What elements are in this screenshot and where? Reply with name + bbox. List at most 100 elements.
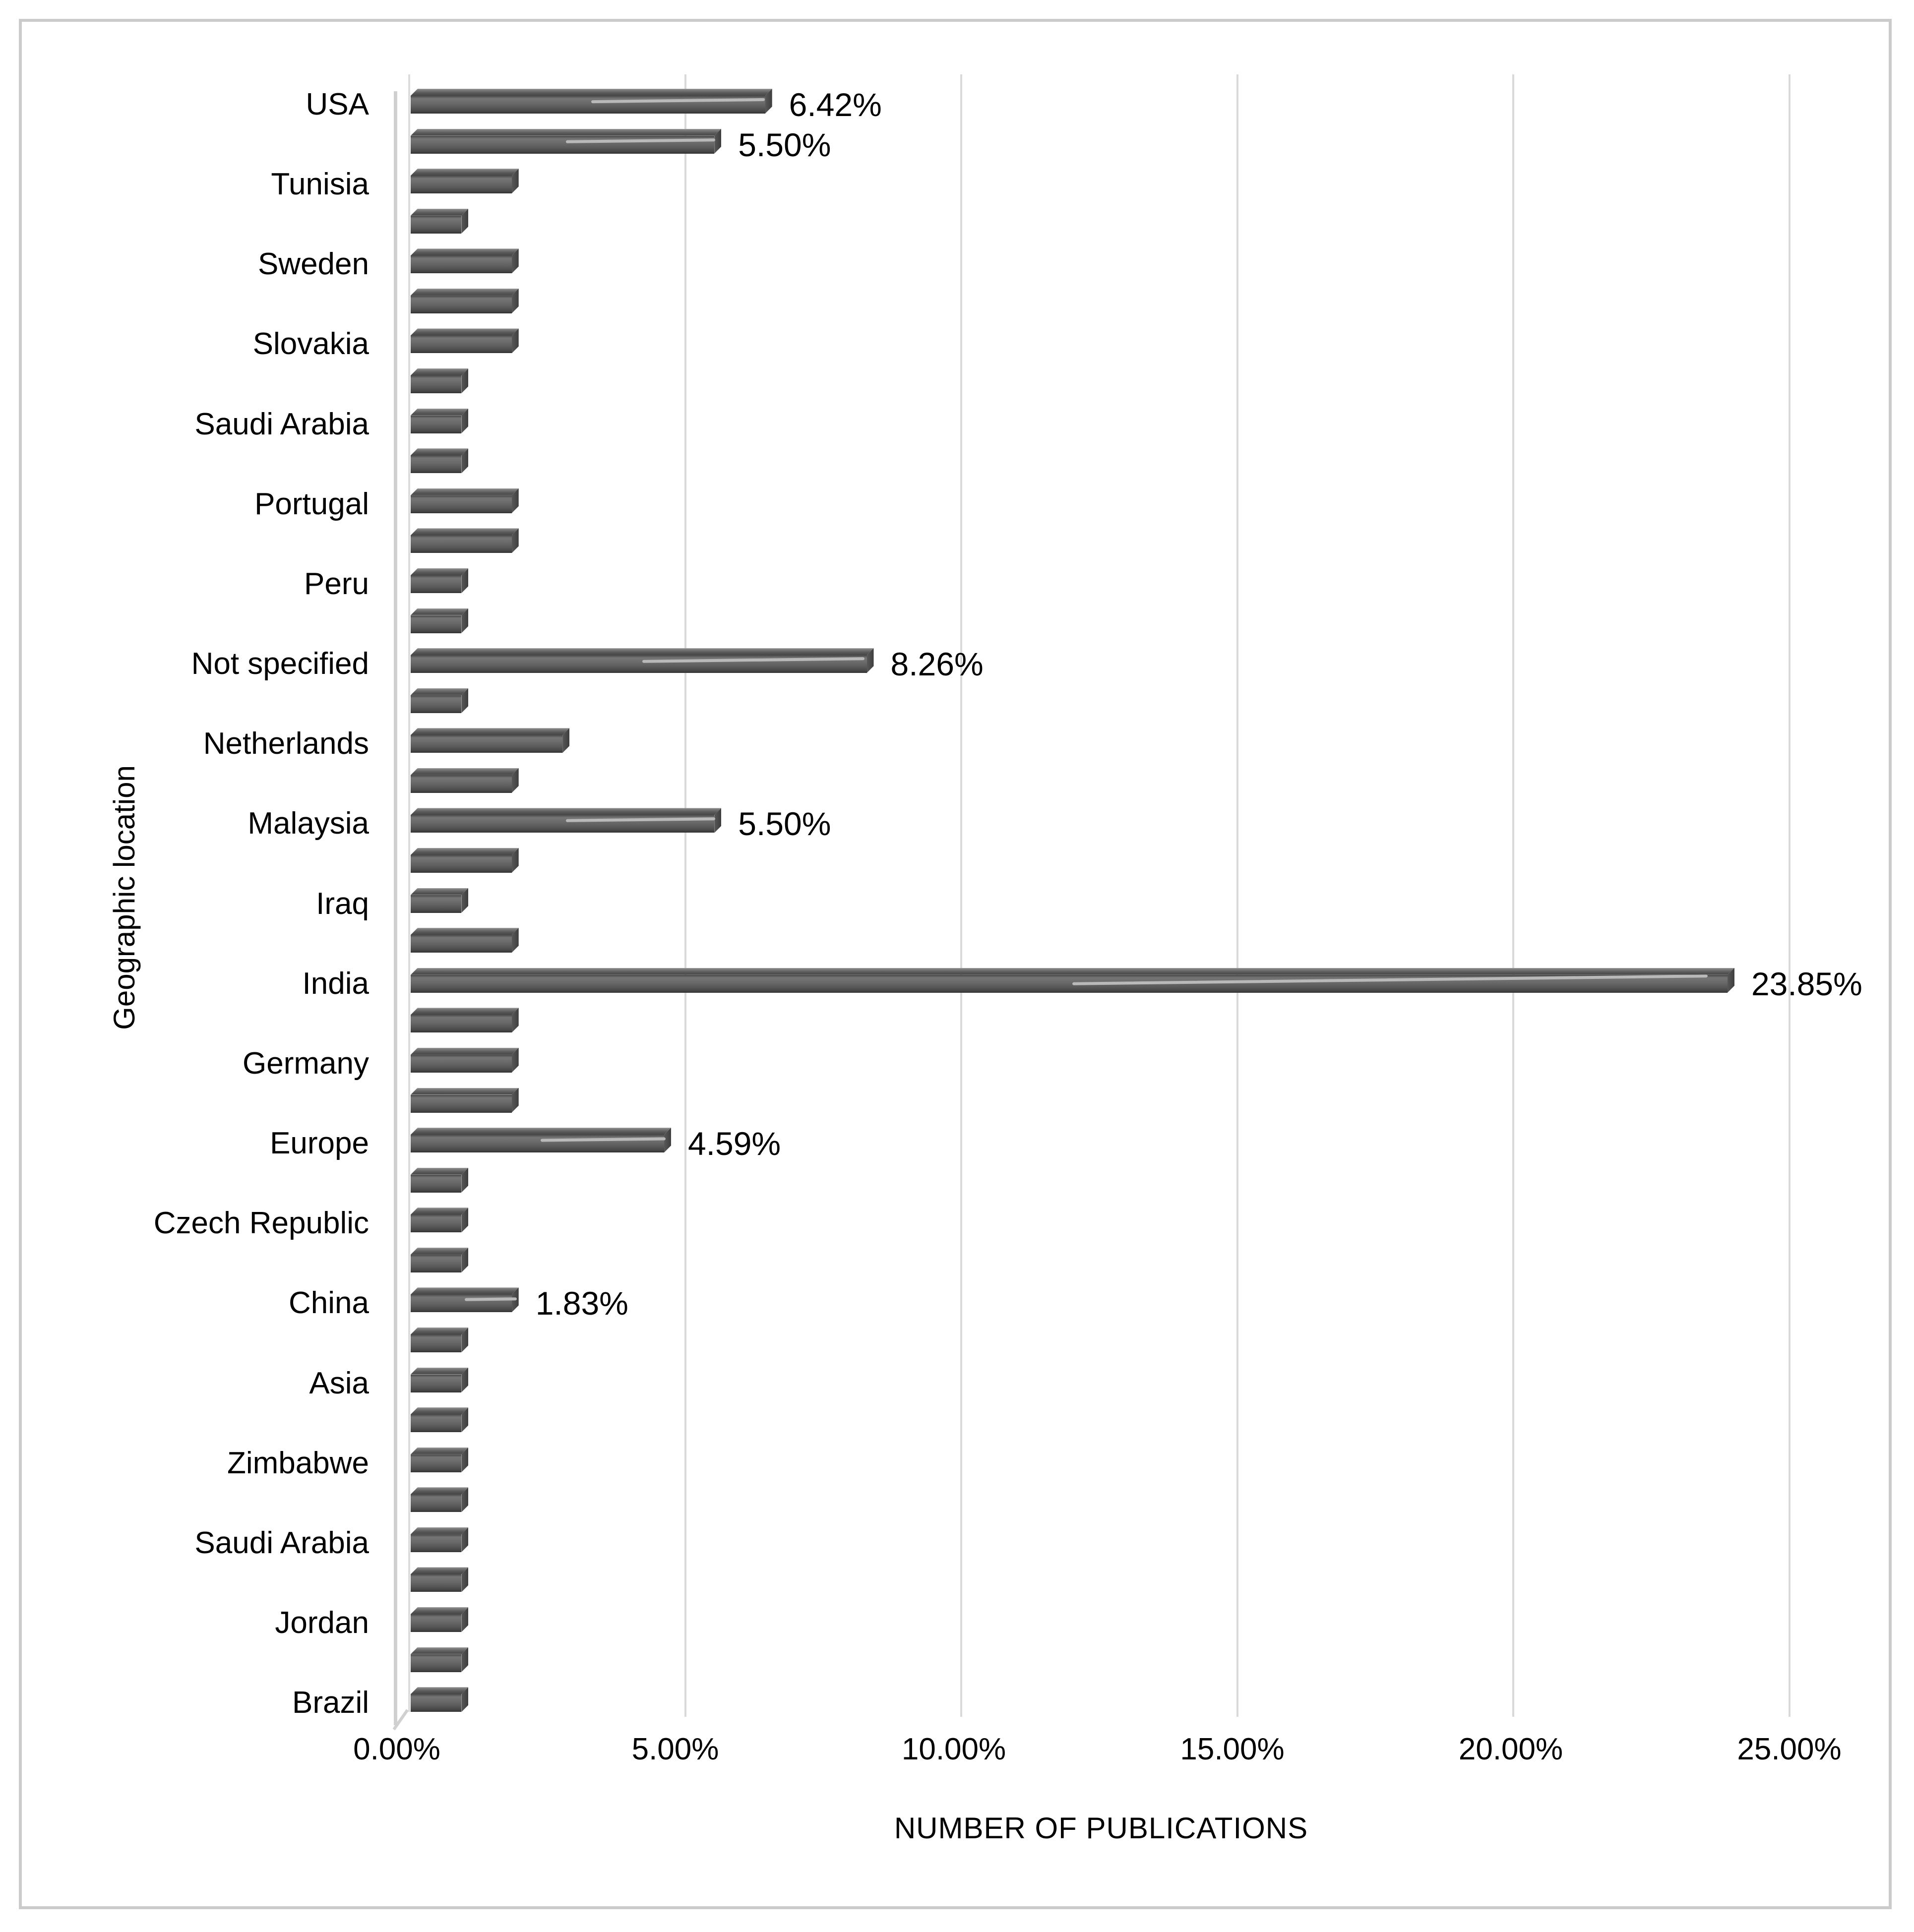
bar-side-face [461, 1687, 469, 1712]
bar-top-face [411, 968, 1734, 975]
category-label-not-specified: Not specified [191, 647, 369, 681]
bar-side-face [461, 888, 469, 913]
bar-front-face [411, 615, 462, 633]
bar-unlabeled-26 [411, 1087, 519, 1113]
category-label-czech-republic: Czech Republic [153, 1206, 369, 1241]
bar-asia [411, 1367, 469, 1392]
category-label-saudi-arabia: Saudi Arabia [194, 407, 369, 441]
bar-saudi-arabia [411, 408, 469, 433]
bar-front-face [411, 255, 512, 274]
bar-sweden [411, 248, 519, 274]
bar-side-face [511, 169, 519, 194]
bar-iraq [411, 888, 469, 913]
bar-front-face [411, 775, 512, 793]
data-label-malaysia: 5.50% [738, 805, 831, 843]
x-tick-5.00%: 5.00% [631, 1732, 719, 1766]
bar-top-face [411, 928, 519, 935]
gridline-10.00% [960, 74, 963, 1717]
value-axis-wall-front-edge [394, 91, 397, 1725]
bar-side-face [461, 1527, 469, 1552]
bar-front-face [411, 1614, 462, 1632]
bar-top-face [411, 1128, 671, 1135]
category-label-peru: Peru [304, 566, 369, 601]
bar-front-face [411, 535, 512, 553]
bar-side-face [461, 1327, 469, 1352]
category-label-saudi-arabia: Saudi Arabia [194, 1525, 369, 1560]
bar-side-face [461, 448, 469, 474]
category-label-iraq: Iraq [316, 886, 369, 921]
bar-front-face [411, 1254, 462, 1272]
bar-side-face [461, 608, 469, 633]
bar-unlabeled-38 [411, 1567, 469, 1592]
bar-top-face [411, 648, 874, 655]
category-label-germany: Germany [243, 1046, 369, 1081]
bar-top-face [411, 1407, 468, 1414]
bar-front-face [411, 455, 462, 474]
bar-top-face [411, 1527, 468, 1534]
bar-top-face [411, 1328, 468, 1334]
bar-unlabeled-12 [411, 528, 519, 553]
category-label-portugal: Portugal [254, 486, 369, 521]
bar-side-face [511, 1008, 519, 1033]
bar-front-face [411, 1414, 462, 1433]
bar-unlabeled-4 [411, 208, 469, 234]
bar-top-face [411, 1168, 468, 1175]
bar-front-face [411, 1334, 462, 1352]
bar-europe [411, 1128, 671, 1153]
bar-unlabeled-34 [411, 1407, 469, 1433]
bar-side-face [511, 848, 519, 873]
bar-top-face [411, 1448, 468, 1454]
bar-top-face [411, 808, 721, 815]
bar-brazil [411, 1687, 469, 1712]
bar-top-face [411, 409, 468, 416]
bar-front-face [411, 935, 512, 953]
x-tick-25.00%: 25.00% [1737, 1732, 1842, 1766]
x-tick-10.00%: 10.00% [901, 1732, 1006, 1766]
bar-side-face [461, 1367, 469, 1392]
bar-front-face [411, 1015, 512, 1033]
bar-unlabeled-2 [411, 128, 722, 154]
data-label-europe: 4.59% [687, 1125, 781, 1162]
category-label-jordan: Jordan [275, 1606, 369, 1640]
bar-unlabeled-10 [411, 448, 469, 474]
bar-side-face [511, 768, 519, 793]
bar-top-face [411, 89, 772, 96]
bar-front-face [411, 135, 715, 154]
bar-front-face [411, 1494, 462, 1512]
bar-unlabeled-6 [411, 288, 519, 313]
category-label-usa: USA [306, 87, 369, 121]
x-tick-15.00%: 15.00% [1180, 1732, 1285, 1766]
bar-front-face [411, 575, 462, 593]
data-label-unlabeled-2: 5.50% [738, 126, 831, 163]
bar-front-face [411, 215, 462, 234]
category-label-netherlands: Netherlands [203, 726, 369, 761]
gridline-5.00% [684, 74, 686, 1717]
bar-side-face [461, 688, 469, 713]
bar-top-face [411, 248, 519, 255]
bar-unlabeled-40 [411, 1647, 469, 1672]
bar-not-specified [411, 648, 874, 673]
bar-top-face [411, 728, 569, 735]
bar-peru [411, 568, 469, 593]
bar-top-face [411, 1008, 519, 1015]
bar-top-face [411, 1208, 468, 1214]
bar-zimbabwe [411, 1447, 469, 1472]
bar-side-face [461, 208, 469, 234]
bar-unlabeled-18 [411, 768, 519, 793]
category-label-tunisia: Tunisia [271, 167, 369, 202]
bar-unlabeled-20 [411, 848, 519, 873]
bar-top-face [411, 1487, 468, 1494]
bar-side-face [461, 408, 469, 433]
bar-side-face [765, 89, 772, 114]
bar-side-face [461, 568, 469, 593]
data-label-china: 1.83% [535, 1285, 628, 1322]
category-label-india: India [302, 966, 369, 1001]
bar-front-face [411, 1214, 462, 1233]
bar-top-face [411, 1567, 468, 1574]
bar-front-face [411, 1534, 462, 1552]
bar-side-face [511, 288, 519, 313]
bar-side-face [461, 1247, 469, 1272]
category-label-china: China [289, 1286, 369, 1321]
bar-front-face [411, 1294, 512, 1313]
